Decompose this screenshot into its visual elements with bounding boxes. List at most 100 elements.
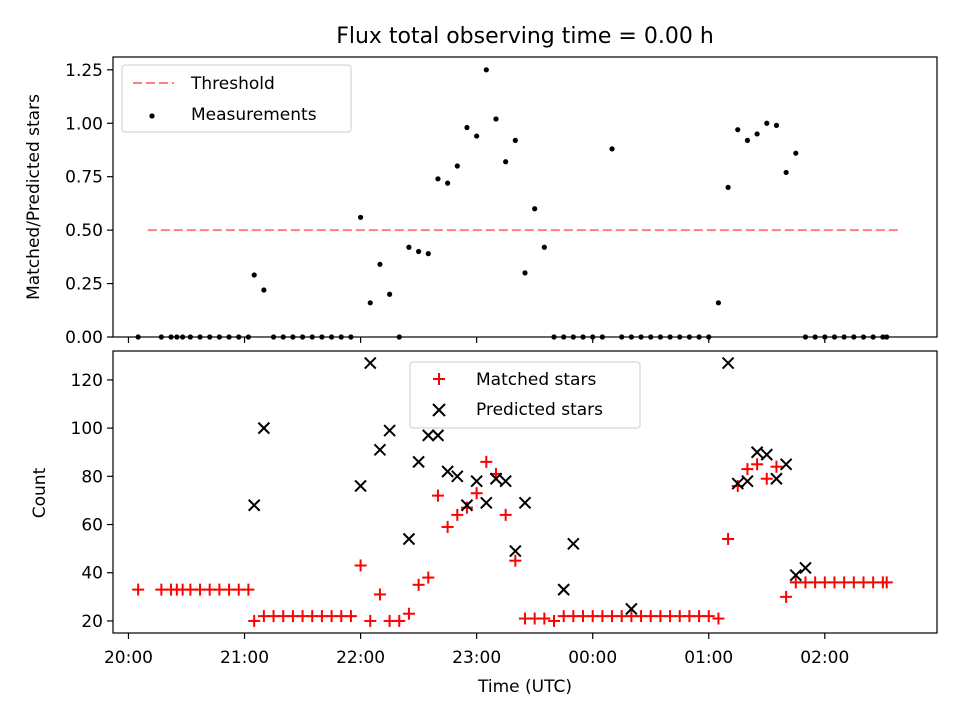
matched-star-point xyxy=(470,487,483,500)
legend-measurements-label: Measurements xyxy=(191,105,317,125)
measurement-point xyxy=(483,67,489,73)
bottom-x-ticks: 20:00 21:00 22:00 23:00 00:00 01:00 02:00 xyxy=(104,633,849,668)
matched-star-point xyxy=(373,588,386,601)
predicted-star-point xyxy=(567,537,580,551)
predicted-star-point xyxy=(364,356,377,370)
bottom-y-ticks: 20 40 60 80 100 120 xyxy=(71,371,113,632)
matched-star-point xyxy=(364,614,377,627)
measurement-point xyxy=(416,248,422,255)
matched-star-point xyxy=(780,590,793,603)
top-panel: Flux total observing time = 0.00 h Match… xyxy=(24,24,938,348)
matched-star-point xyxy=(760,472,773,485)
predicted-star-point xyxy=(731,477,744,490)
matched-star-point xyxy=(451,508,464,521)
top-plot-frame xyxy=(112,56,938,338)
bottom-legend-box xyxy=(409,361,641,429)
matched-star-point xyxy=(509,554,522,567)
matched-star-point xyxy=(248,614,261,627)
predicted-star-point xyxy=(451,470,464,483)
measurement-point xyxy=(715,300,722,306)
top-y-tick-label: 0.50 xyxy=(65,221,103,241)
measurement-point xyxy=(783,169,789,176)
predicted-star-point xyxy=(373,443,387,457)
matched-star-point xyxy=(702,610,715,623)
measurement-point xyxy=(474,133,480,139)
measurement-point xyxy=(435,176,441,182)
predicted-star-point xyxy=(625,602,638,616)
matched-star-point xyxy=(480,455,493,468)
measurement-point xyxy=(357,214,364,220)
predicted-star-point xyxy=(257,421,271,435)
bottom-panel: Count Time (UTC) 20 40 60 80 100 120 20:00 21:… xyxy=(30,350,938,697)
matched-star-point xyxy=(441,520,454,533)
predicted-star-point xyxy=(760,448,773,461)
predicted-star-point xyxy=(460,499,474,512)
top-y-tick-label: 0.25 xyxy=(65,275,103,295)
measurement-point xyxy=(454,163,460,169)
measurement-point xyxy=(744,137,751,143)
chart-title: Flux total observing time = 0.00 h xyxy=(336,24,714,49)
matched-star-point xyxy=(132,583,145,596)
predicted-star-point xyxy=(770,472,783,485)
bottom-x-tick-label: 01:00 xyxy=(684,648,733,668)
top-legend-box xyxy=(121,64,352,133)
bottom-y-tick-label: 40 xyxy=(81,564,103,584)
predicted-star-point xyxy=(799,561,812,575)
matched-star-point xyxy=(880,576,893,589)
measurement-point xyxy=(725,184,731,190)
measurement-point xyxy=(512,137,518,143)
predicted-star-point xyxy=(741,474,754,488)
measurement-point xyxy=(367,300,373,306)
predicted-star-point xyxy=(412,455,425,469)
matched-star-point xyxy=(344,610,357,623)
top-y-ticks: 0.00 0.25 0.50 0.75 1.00 1.25 xyxy=(65,61,113,348)
measurement-point xyxy=(764,120,770,126)
measurement-point xyxy=(532,206,538,212)
x-axis-label: Time (UTC) xyxy=(477,677,572,697)
predicted-star-point xyxy=(383,424,396,437)
predicted-star-point xyxy=(431,429,445,442)
bottom-x-tick-label: 23:00 xyxy=(452,648,501,668)
legend-predicted-label: Predicted stars xyxy=(476,400,603,420)
bottom-y-tick-label: 80 xyxy=(81,467,103,487)
predicted-star-point xyxy=(721,356,735,370)
top-x-ticks xyxy=(127,337,826,343)
bottom-y-tick-label: 120 xyxy=(71,371,103,391)
measurement-point xyxy=(261,287,267,293)
matched-star-point xyxy=(412,578,425,591)
bottom-plot-frame xyxy=(112,350,938,634)
top-y-tick-label: 1.00 xyxy=(65,114,103,134)
top-y-tick-label: 0.75 xyxy=(65,168,103,188)
predicted-star-point xyxy=(779,458,793,471)
measurement-point xyxy=(425,251,431,257)
predicted-star-point xyxy=(518,496,532,510)
matched-stars-points xyxy=(132,455,893,627)
matched-star-point xyxy=(741,463,754,476)
measurement-point xyxy=(377,261,383,267)
bottom-legend: Matched stars Predicted stars xyxy=(409,361,641,429)
predicted-star-point xyxy=(402,532,416,546)
top-y-axis-label: Matched/Predicted stars xyxy=(24,94,44,300)
measurement-point xyxy=(493,116,499,122)
predicted-star-point xyxy=(750,446,764,459)
matched-star-point xyxy=(354,559,367,572)
top-legend: Threshold Measurements xyxy=(121,64,352,133)
bottom-y-tick-label: 100 xyxy=(71,419,103,439)
bottom-y-axis-label: Count xyxy=(30,467,50,518)
legend-matched-label: Matched stars xyxy=(476,370,596,390)
measurement-point xyxy=(522,270,528,276)
measurement-point xyxy=(464,124,470,131)
matched-star-point xyxy=(402,607,415,620)
measurement-point xyxy=(251,272,257,278)
top-y-tick-label: 0.00 xyxy=(65,328,103,348)
legend-threshold-label: Threshold xyxy=(190,74,275,94)
measurement-point xyxy=(387,291,393,297)
predicted-star-point xyxy=(789,568,803,582)
matched-star-point xyxy=(548,614,561,627)
predicted-star-point xyxy=(441,465,454,478)
matched-star-point xyxy=(538,612,551,625)
predicted-star-point xyxy=(480,496,493,510)
bottom-x-tick-label: 00:00 xyxy=(568,648,617,668)
matched-star-point xyxy=(499,508,512,521)
